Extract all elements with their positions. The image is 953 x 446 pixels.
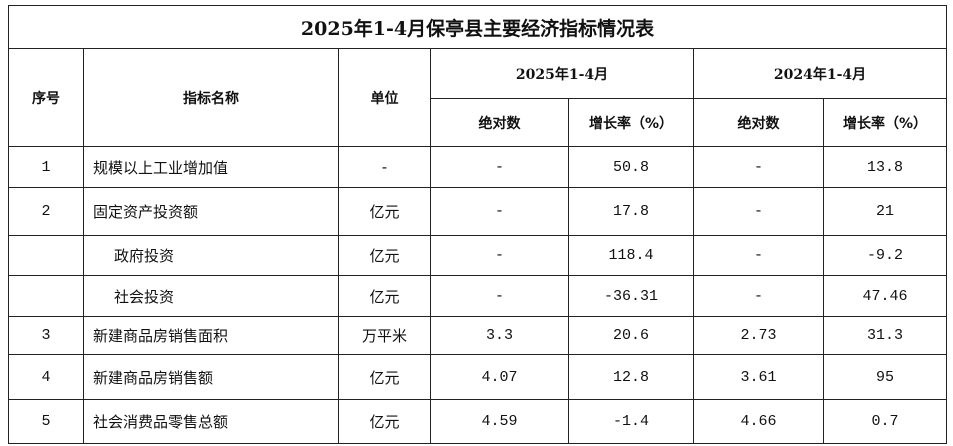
- cell-growth-2024: 31.3: [822, 316, 948, 355]
- cell-unit: 亿元: [338, 275, 431, 317]
- cell-indicator: 社会消费品零售总额: [83, 399, 339, 444]
- cell-seq: 1: [8, 146, 84, 188]
- cell-unit: 亿元: [338, 187, 431, 236]
- cell-abs-2025: -: [430, 275, 569, 317]
- cell-growth-2025: 20.6: [568, 316, 694, 355]
- cell-indicator: 社会投资: [83, 275, 339, 317]
- cell-growth-2025: -36.31: [568, 275, 694, 317]
- header-unit: 单位: [338, 48, 431, 147]
- cell-unit: -: [338, 146, 431, 188]
- table-row: 2 固定资产投资额 亿元 - 17.8 - 21: [8, 187, 948, 236]
- economic-indicators-table: 2025年1-4月保亭县主要经济指标情况表 序号 指标名称 单位 2025年1-…: [7, 5, 948, 444]
- cell-seq: 3: [8, 316, 84, 355]
- header-absolute-2024: 绝对数: [693, 98, 824, 147]
- cell-abs-2025: -: [430, 146, 569, 188]
- cell-abs-2025: 4.07: [430, 354, 569, 400]
- cell-growth-2024: 0.7: [822, 399, 948, 444]
- cell-growth-2024: -9.2: [822, 235, 948, 276]
- cell-abs-2025: 4.59: [430, 399, 569, 444]
- cell-indicator: 新建商品房销售面积: [83, 316, 339, 355]
- header-indicator: 指标名称: [83, 48, 339, 147]
- cell-seq: 2: [8, 187, 84, 236]
- cell-unit: 亿元: [338, 354, 431, 400]
- header-period-2025: 2025年1-4月: [430, 48, 694, 99]
- cell-growth-2024: 21: [822, 187, 948, 236]
- cell-indicator: 政府投资: [83, 235, 339, 276]
- cell-growth-2024: 13.8: [822, 146, 948, 188]
- header-growth-2024: 增长率（%）: [822, 98, 948, 147]
- cell-unit: 亿元: [338, 399, 431, 444]
- table-row: 1 规模以上工业增加值 - - 50.8 - 13.8: [8, 146, 948, 188]
- cell-indicator: 规模以上工业增加值: [83, 146, 339, 188]
- cell-abs-2024: 2.73: [693, 316, 824, 355]
- cell-abs-2024: -: [693, 235, 824, 276]
- table-row: 4 新建商品房销售额 亿元 4.07 12.8 3.61 95: [8, 354, 948, 400]
- cell-growth-2025: -1.4: [568, 399, 694, 444]
- table-title: 2025年1-4月保亭县主要经济指标情况表: [7, 5, 948, 49]
- header-growth-2025: 增长率（%）: [568, 98, 694, 147]
- cell-abs-2024: -: [693, 146, 824, 188]
- cell-abs-2025: 3.3: [430, 316, 569, 355]
- cell-indicator: 新建商品房销售额: [83, 354, 339, 400]
- cell-abs-2024: -: [693, 275, 824, 317]
- cell-unit: 万平米: [338, 316, 431, 355]
- cell-abs-2025: -: [430, 187, 569, 236]
- header-absolute-2025: 绝对数: [430, 98, 569, 147]
- table-row: 社会投资 亿元 - -36.31 - 47.46: [8, 275, 948, 317]
- cell-seq: 4: [8, 354, 84, 400]
- cell-seq: 5: [8, 399, 84, 444]
- header-seq: 序号: [8, 48, 84, 147]
- table-row: 3 新建商品房销售面积 万平米 3.3 20.6 2.73 31.3: [8, 316, 948, 355]
- cell-growth-2025: 12.8: [568, 354, 694, 400]
- cell-growth-2025: 17.8: [568, 187, 694, 236]
- cell-growth-2025: 50.8: [568, 146, 694, 188]
- cell-seq: [8, 275, 84, 317]
- cell-growth-2024: 95: [822, 354, 948, 400]
- table-row: 5 社会消费品零售总额 亿元 4.59 -1.4 4.66 0.7: [8, 399, 948, 444]
- header-period-2024: 2024年1-4月: [692, 48, 948, 99]
- cell-growth-2025: 118.4: [568, 235, 694, 276]
- cell-seq: [8, 235, 84, 276]
- table-row: 政府投资 亿元 - 118.4 - -9.2: [8, 235, 948, 276]
- cell-abs-2025: -: [430, 235, 569, 276]
- cell-abs-2024: -: [693, 187, 824, 236]
- cell-abs-2024: 3.61: [693, 354, 824, 400]
- cell-indicator: 固定资产投资额: [83, 187, 339, 236]
- cell-abs-2024: 4.66: [693, 399, 824, 444]
- cell-growth-2024: 47.46: [822, 275, 948, 317]
- cell-unit: 亿元: [338, 235, 431, 276]
